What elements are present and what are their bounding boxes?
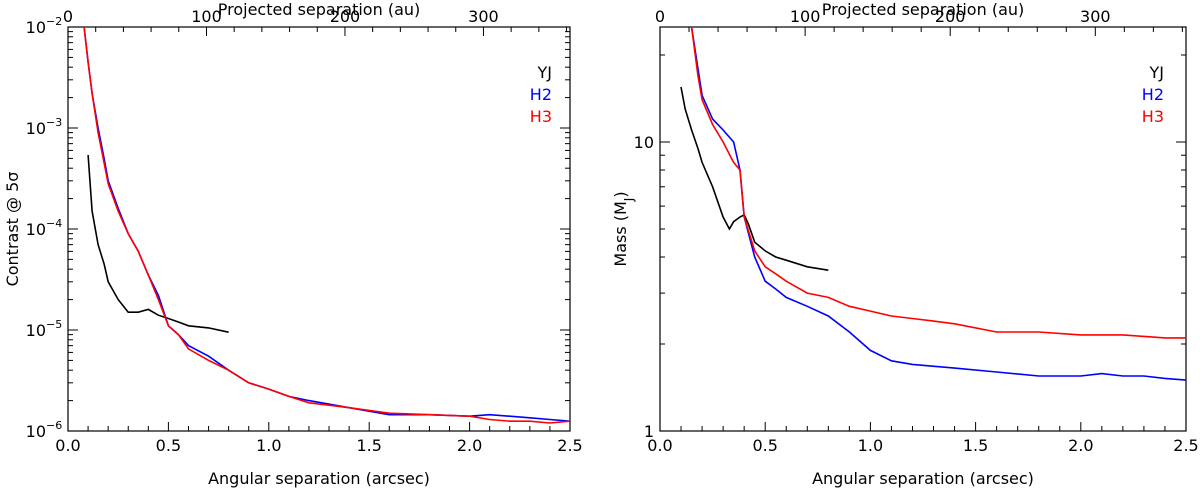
x2-tick-label: 300 bbox=[1080, 7, 1111, 26]
contrast-x2-axis-label: Projected separation (au) bbox=[218, 0, 421, 19]
x-tick-label: 0.5 bbox=[752, 436, 777, 455]
contrast-legend: YJ H2 H3 bbox=[530, 63, 552, 126]
x2-tick-label: 0 bbox=[63, 7, 73, 26]
legend-entry-h3: H3 bbox=[1142, 107, 1164, 126]
contrast-chart: Projected separation (au) Angular separa… bbox=[3, 0, 583, 488]
x-tick-label: 2.5 bbox=[1173, 436, 1198, 455]
contrast-series-yj bbox=[87, 154, 229, 333]
x-tick-label: 2.5 bbox=[557, 436, 582, 455]
mass-y-axis-label: Mass (MJ) bbox=[611, 191, 636, 266]
x-tick-label: 1.5 bbox=[356, 436, 381, 455]
mass-legend: YJ H2 H3 bbox=[1142, 63, 1164, 126]
legend-entry-yj: YJ bbox=[537, 63, 553, 82]
x2-tick-label: 200 bbox=[330, 7, 361, 26]
x-tick-label: 2.0 bbox=[1068, 436, 1093, 455]
mass-chart: Projected separation (au) Angular separa… bbox=[611, 0, 1199, 488]
x2-tick-label: 0 bbox=[655, 7, 665, 26]
y-tick-exponent: −3 bbox=[46, 116, 62, 129]
y-tick-label: 10 bbox=[26, 220, 46, 239]
x-tick-label: 1.0 bbox=[858, 436, 883, 455]
x-tick-label: 1.0 bbox=[256, 436, 281, 455]
y-tick-exponent: −6 bbox=[46, 419, 62, 432]
contrast-series-h2 bbox=[83, 27, 570, 422]
x2-tick-label: 300 bbox=[468, 7, 499, 26]
x-tick-label: 1.5 bbox=[963, 436, 988, 455]
y-tick-label: 10 bbox=[634, 133, 654, 152]
mass-y-label-main: Mass (M bbox=[611, 201, 630, 266]
y-tick-label: 10 bbox=[26, 321, 46, 340]
legend-entry-h2: H2 bbox=[1142, 85, 1164, 104]
mass-y-label-end: ) bbox=[611, 191, 630, 197]
contrast-y-axis-label: Contrast @ 5σ bbox=[3, 172, 22, 287]
y-tick-label: 10 bbox=[26, 422, 46, 441]
legend-entry-yj: YJ bbox=[1149, 63, 1165, 82]
legend-entry-h2: H2 bbox=[530, 85, 552, 104]
mass-x2-axis-label: Projected separation (au) bbox=[822, 0, 1025, 19]
x-tick-label: 0.0 bbox=[647, 436, 672, 455]
y-tick-exponent: −2 bbox=[46, 15, 62, 28]
y-tick-label: 10 bbox=[26, 119, 46, 138]
y-tick-label: 1 bbox=[644, 422, 654, 441]
x-tick-label: 0.5 bbox=[156, 436, 181, 455]
mass-series-h2 bbox=[690, 27, 1186, 381]
y-tick-exponent: −5 bbox=[46, 318, 62, 331]
y-tick-label: 10 bbox=[26, 18, 46, 37]
mass-plot-frame bbox=[659, 26, 1187, 432]
mass-series-h3 bbox=[690, 27, 1186, 339]
x2-tick-label: 100 bbox=[191, 7, 222, 26]
y-tick-exponent: −4 bbox=[46, 217, 62, 230]
contrast-plot-frame bbox=[67, 26, 571, 432]
x-tick-label: 0.0 bbox=[55, 436, 80, 455]
legend-entry-h3: H3 bbox=[530, 107, 552, 126]
mass-x-axis-label: Angular separation (arcsec) bbox=[812, 469, 1034, 488]
mass-y-label-sub: J bbox=[622, 198, 636, 203]
contrast-x-axis-label: Angular separation (arcsec) bbox=[208, 469, 430, 488]
x-tick-label: 2.0 bbox=[457, 436, 482, 455]
contrast-series-h3 bbox=[83, 27, 570, 424]
mass-series-yj bbox=[680, 86, 829, 271]
x2-tick-label: 100 bbox=[790, 7, 821, 26]
x2-tick-label: 200 bbox=[935, 7, 966, 26]
